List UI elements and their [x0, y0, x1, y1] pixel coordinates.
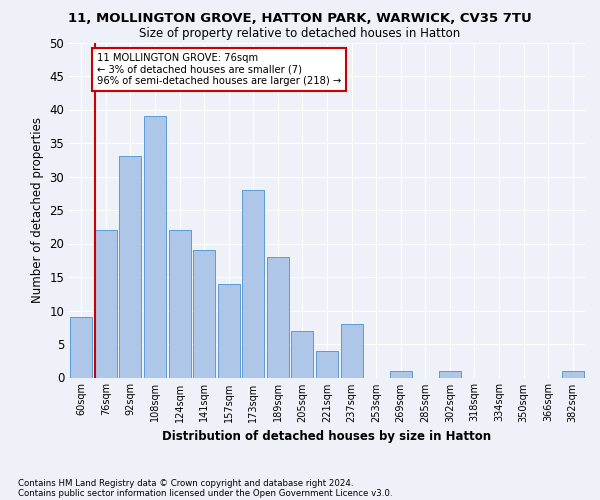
Bar — [316, 350, 338, 378]
Bar — [95, 230, 117, 378]
Bar — [144, 116, 166, 378]
Y-axis label: Number of detached properties: Number of detached properties — [31, 117, 44, 303]
Bar — [193, 250, 215, 378]
Bar — [119, 156, 142, 378]
Bar — [218, 284, 240, 378]
Bar — [341, 324, 362, 378]
Text: 11 MOLLINGTON GROVE: 76sqm
← 3% of detached houses are smaller (7)
96% of semi-d: 11 MOLLINGTON GROVE: 76sqm ← 3% of detac… — [97, 52, 341, 86]
Text: Contains HM Land Registry data © Crown copyright and database right 2024.: Contains HM Land Registry data © Crown c… — [18, 478, 353, 488]
Bar — [70, 317, 92, 378]
Text: Contains public sector information licensed under the Open Government Licence v3: Contains public sector information licen… — [18, 488, 392, 498]
Text: 11, MOLLINGTON GROVE, HATTON PARK, WARWICK, CV35 7TU: 11, MOLLINGTON GROVE, HATTON PARK, WARWI… — [68, 12, 532, 26]
Bar — [439, 371, 461, 378]
Bar — [242, 190, 265, 378]
Bar — [267, 257, 289, 378]
Bar — [169, 230, 191, 378]
Bar — [389, 371, 412, 378]
Bar — [562, 371, 584, 378]
Bar — [292, 330, 313, 378]
X-axis label: Distribution of detached houses by size in Hatton: Distribution of detached houses by size … — [163, 430, 491, 443]
Text: Size of property relative to detached houses in Hatton: Size of property relative to detached ho… — [139, 28, 461, 40]
